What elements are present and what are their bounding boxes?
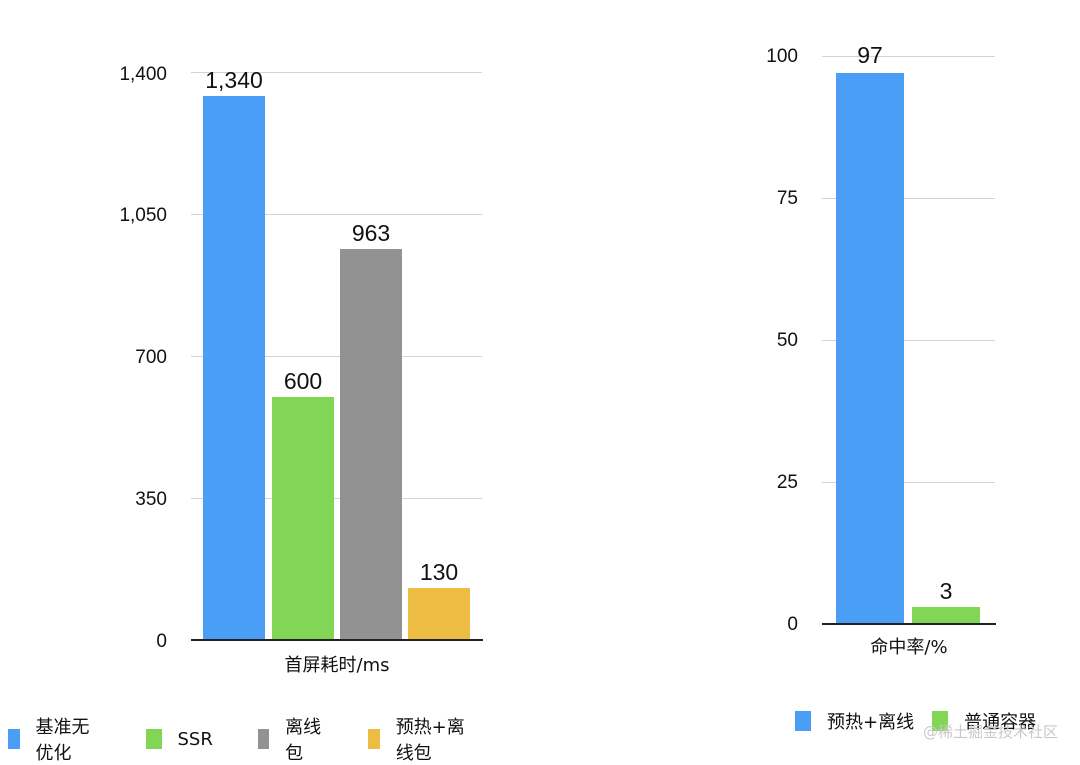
legend-item-offline-package: 离线包 [257, 713, 323, 765]
y-tick: 1,050 [119, 205, 167, 226]
bar-label-preheat-offline-hit: 97 [857, 42, 883, 68]
gridline-25 [822, 482, 995, 483]
gridline-700 [191, 356, 482, 357]
y-tick: 350 [135, 489, 167, 510]
bar-label-baseline: 1,340 [205, 67, 263, 93]
y-tick: 0 [787, 614, 798, 635]
y-tick: 100 [766, 46, 798, 67]
legend-label: SSR [177, 728, 213, 750]
bar-preheat-offline [408, 588, 470, 640]
first-screen-time-chart: 1,400 1,050 700 350 0 1,340 600 963 130 … [0, 0, 520, 764]
legend-label: 预热+离线 [827, 712, 915, 733]
x-axis-line [191, 639, 483, 641]
y-tick: 75 [776, 188, 798, 209]
gridline-100 [822, 56, 995, 57]
gridline-50 [822, 340, 995, 341]
y-tick: 1,400 [119, 64, 167, 85]
x-axis-label: 命中率/% [870, 637, 948, 658]
legend-label: 基准无优化 [35, 717, 90, 764]
legend-swatch-icon [257, 729, 270, 749]
gridline-1050 [191, 214, 482, 215]
x-axis-line [822, 623, 996, 625]
y-tick: 700 [135, 347, 167, 368]
legend-item-preheat-offline: 预热+离线 [795, 708, 914, 734]
legend: 基准无优化 SSR 离线包 预热+离线包 [8, 713, 520, 765]
legend-item-baseline: 基准无优化 [8, 713, 101, 765]
legend-swatch-icon [795, 711, 811, 731]
bar-baseline [203, 96, 265, 640]
bar-label-offline-package: 963 [351, 220, 391, 246]
bar-label-normal-container-hit: 3 [939, 578, 953, 604]
gridline-75 [822, 198, 995, 199]
legend-item-ssr: SSR [145, 728, 213, 750]
bar-normal-container-hit [912, 607, 980, 624]
legend-swatch-icon [8, 729, 20, 749]
legend-swatch-icon [368, 729, 380, 749]
gridline-350 [191, 498, 482, 499]
legend-item-preheat-offline: 预热+离线包 [368, 713, 472, 765]
watermark: @稀土掘金技术社区 [922, 723, 1058, 741]
bar-preheat-offline-hit [836, 73, 904, 624]
y-tick: 25 [776, 472, 798, 493]
bar-label-ssr: 600 [283, 368, 323, 394]
y-tick: 0 [156, 631, 167, 652]
gridline-1400 [191, 72, 482, 73]
bar-label-preheat-offline: 130 [419, 559, 459, 585]
legend-label: 预热+离线包 [395, 717, 465, 764]
legend-swatch-icon [145, 729, 162, 749]
y-tick: 50 [776, 330, 798, 351]
legend-label: 离线包 [285, 717, 322, 764]
bar-offline-package [340, 249, 402, 640]
bar-ssr [272, 397, 334, 640]
x-axis-label: 首屏耗时/ms [284, 655, 390, 676]
